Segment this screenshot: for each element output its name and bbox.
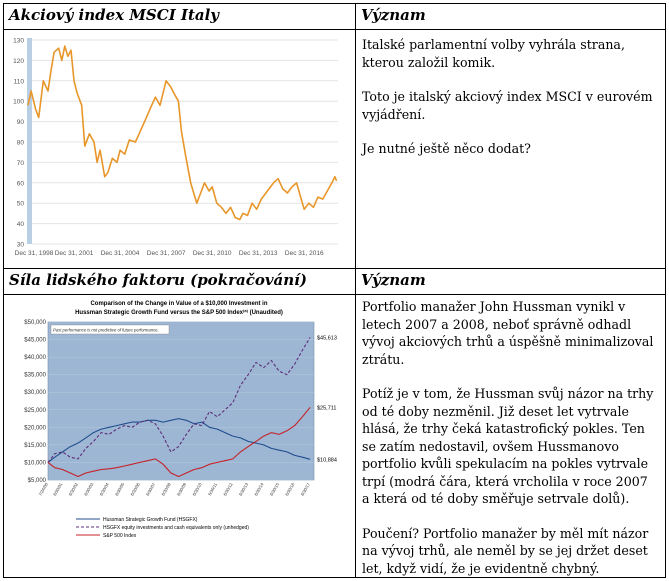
x-tick-label: 6/30/10: [191, 481, 203, 496]
row2-left-header: Síla lidského faktoru (pokračování): [3, 268, 356, 295]
x-tick-label: Dec 31, 2007: [147, 250, 186, 257]
row1-right-header: Význam: [355, 3, 666, 30]
x-tick-label: 6/30/07: [145, 481, 157, 496]
note-box: [50, 324, 170, 335]
x-tick-label: 6/30/04: [99, 481, 111, 496]
chart-title-line1: Comparison of the Change in Value of a $…: [90, 301, 267, 307]
y-tick-label: 30: [17, 242, 25, 249]
x-tick-label: Dec 31, 1998: [15, 250, 54, 257]
x-tick-label: 6/30/13: [238, 481, 250, 496]
y-tick-label: 100: [13, 99, 24, 106]
x-tick-label: 6/30/09: [176, 481, 188, 496]
row1-left-header-text: Akciový index MSCI Italy: [9, 6, 220, 24]
msci-italy-line: [27, 45, 338, 221]
x-tick-label: 6/30/17: [300, 481, 312, 496]
y-tick-label: 50: [17, 201, 25, 208]
chart-title-text: Hussman Strategic Growth Fund versus the…: [75, 310, 244, 316]
row2-right-header: Význam: [355, 268, 666, 295]
legend-label: HSGFX equity investments and cash equiva…: [103, 525, 249, 531]
msci-italy-chart-cell: 130 120 110 100 90 80 70 60 50 40 30 Dec 31, 1998 De…: [3, 29, 356, 269]
end-value-label: $25,711: [317, 405, 336, 411]
row2-paragraph: Poučení? Portfolio manažer by měl mít ná…: [362, 525, 649, 576]
series-line-1: [47, 418, 311, 463]
row1-paragraph: Toto je italský akciový index MSCI v eur…: [362, 89, 653, 122]
x-tick-label: Dec 31, 2010: [193, 250, 232, 257]
y-tick-label: $25,000: [24, 408, 46, 414]
row2-text-cell: Portfolio manažer John Hussman vynikl v …: [355, 294, 666, 578]
chart-title-line2: Hussman Strategic Growth Fund versus the…: [75, 308, 283, 316]
row1-right-header-text: Význam: [361, 6, 426, 24]
row1-paragraph: Je nutné ještě něco dodat?: [362, 141, 531, 156]
hussman-chart-cell: Comparison of the Change in Value of a $…: [3, 294, 356, 578]
chart-title-superscript: (a): [243, 308, 249, 313]
y-tick-label: $45,000: [24, 338, 46, 344]
x-tick-label: 7/24/00: [38, 481, 50, 496]
x-tick-label: Dec 31, 2004: [101, 250, 140, 257]
y-tick-label: 70: [17, 160, 25, 167]
chart-note: Past performance is not predictive of fu…: [53, 328, 159, 333]
y-tick-label: $30,000: [24, 390, 46, 396]
legend-label: Hussman Strategic Growth Fund (HSGFX): [103, 517, 198, 523]
y-tick-label: 40: [17, 221, 25, 228]
content-table: Akciový index MSCI Italy Význam 130 120 11…: [3, 3, 666, 578]
legend-label: S&P 500 Index: [103, 533, 137, 539]
y-tick-label: $20,000: [24, 425, 46, 431]
x-tick-label: Dec 31, 2013: [239, 250, 278, 257]
row1-left-header: Akciový index MSCI Italy: [3, 3, 356, 30]
y-tick-label: 120: [13, 58, 24, 65]
row2-paragraph: Potíž je v tom, že Hussman svůj názor na…: [362, 386, 654, 506]
chart-title-suffix: (Unaudited): [248, 310, 283, 316]
y-tick-label: $40,000: [24, 355, 46, 361]
y-tick-label: 80: [17, 140, 25, 147]
x-tick-label: 6/30/05: [114, 481, 126, 496]
x-tick-label: Dec 31, 2016: [285, 250, 324, 257]
x-tick-label: 6/30/03: [83, 481, 95, 496]
hussman-chart: Comparison of the Change in Value of a $…: [24, 301, 337, 539]
row1-paragraph: Italské parlamentní volby vyhrála strana…: [362, 37, 625, 70]
plot-area: [47, 321, 315, 481]
y-tick-label: 60: [17, 180, 25, 187]
x-tick-label: 6/30/11: [207, 481, 218, 496]
row1-text-cell: Italské parlamentní volby vyhrála strana…: [355, 29, 666, 269]
row2-left-header-text: Síla lidského faktoru (pokračování): [9, 271, 307, 289]
row2-right-header-text: Význam: [361, 271, 426, 289]
x-tick-label: 6/30/08: [160, 481, 172, 496]
x-tick-label: 6/30/15: [269, 481, 281, 496]
y-tick-label: $5,000: [28, 478, 47, 484]
y-tick-label: $50,000: [24, 320, 46, 326]
end-value-label: $10,884: [317, 457, 337, 463]
y-tick-label: 130: [13, 38, 24, 45]
series-line-2: [47, 337, 311, 463]
x-tick-label: 6/30/16: [284, 481, 296, 496]
x-tick-label: 6/30/14: [253, 481, 265, 496]
y-tick-label: 90: [17, 119, 25, 126]
end-value-label: $45,613: [317, 335, 337, 341]
x-tick-label: 6/30/02: [68, 481, 80, 496]
y-tick-label: $35,000: [24, 373, 46, 379]
row2-paragraph: Portfolio manažer John Hussman vynikl v …: [362, 299, 654, 367]
y-tick-label: $10,000: [24, 460, 46, 466]
x-tick-label: 6/30/12: [222, 481, 234, 496]
y-tick-label: $15,000: [24, 443, 46, 449]
selection-range-bar: [27, 38, 32, 244]
series-line-3: [47, 406, 311, 478]
x-tick-label: Dec 31, 2001: [55, 250, 94, 257]
x-tick-label: 6/30/01: [52, 481, 64, 496]
x-tick-label: 6/30/06: [129, 481, 141, 496]
y-tick-label: 110: [14, 78, 25, 85]
